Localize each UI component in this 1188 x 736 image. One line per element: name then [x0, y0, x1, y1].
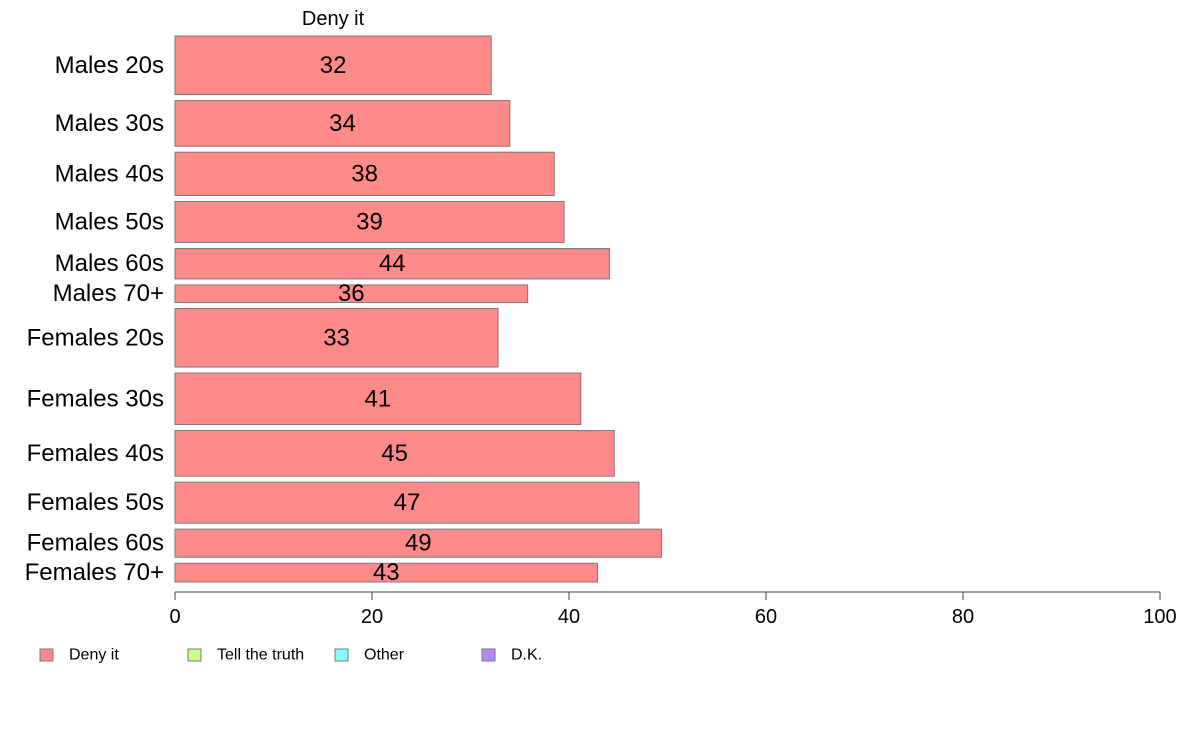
- data-label-males-60s: 44: [379, 250, 406, 277]
- category-label-males-60s: Males 60s: [55, 250, 164, 277]
- category-label-females-50s: Females 50s: [27, 489, 164, 516]
- category-label-males-20s: Males 20s: [55, 52, 164, 79]
- bar-males-40s-deny-it: [174, 151, 555, 197]
- x-tick-label: 0: [169, 606, 180, 628]
- legend-swatch-tell-the-truth: [187, 648, 202, 662]
- legend-label-deny-it: Deny it: [69, 647, 119, 664]
- bar-females-20s-deny-it: [174, 307, 499, 368]
- data-label-females-40s: 45: [381, 440, 408, 467]
- category-label-females-20s: Females 20s: [27, 324, 164, 351]
- x-tick-label: 40: [558, 606, 580, 628]
- category-label-males-40s: Males 40s: [55, 160, 164, 187]
- x-tick-label: 80: [952, 606, 974, 628]
- category-label-females-40s: Females 40s: [27, 440, 164, 467]
- bar-females-30s-deny-it: [174, 372, 582, 426]
- x-axis: 0 20 40 60 80 100: [169, 591, 1177, 628]
- bar-females-40s-deny-it: [174, 430, 615, 477]
- series-header-deny-it: Deny it: [302, 8, 365, 30]
- category-label-females-70plus: Females 70+: [25, 559, 164, 586]
- legend-swatch-other: [334, 648, 349, 662]
- bar-males-70plus-deny-it: [174, 284, 529, 303]
- legend-swatch-d-k: [481, 648, 496, 662]
- bar-males-20s-deny-it: [174, 35, 492, 96]
- category-label-females-30s: Females 30s: [27, 385, 164, 412]
- data-label-females-70plus: 43: [373, 559, 400, 586]
- data-label-males-30s: 34: [329, 110, 356, 137]
- bar-females-50s-deny-it: [174, 481, 640, 524]
- legend-swatch-deny-it: [39, 648, 54, 662]
- bar-females-60s-deny-it: [174, 528, 663, 558]
- category-label-males-70plus: Males 70+: [53, 280, 164, 307]
- data-label-females-20s: 33: [323, 324, 350, 351]
- bar-males-30s-deny-it: [174, 100, 511, 147]
- legend-label-tell-the-truth: Tell the truth: [217, 647, 304, 664]
- bars-group: [174, 35, 663, 583]
- bar-females-70plus-deny-it: [174, 562, 599, 583]
- data-label-males-70plus: 36: [338, 280, 365, 307]
- x-tick-label: 60: [755, 606, 777, 628]
- legend: Deny it Tell the truth Other D.K.: [39, 647, 542, 664]
- legend-label-d-k: D.K.: [511, 647, 542, 664]
- x-tick-label: 100: [1143, 606, 1176, 628]
- category-label-males-30s: Males 30s: [55, 110, 164, 137]
- data-label-males-50s: 39: [356, 209, 383, 236]
- category-label-males-50s: Males 50s: [55, 209, 164, 236]
- data-label-females-50s: 47: [394, 489, 421, 516]
- data-label-males-20s: 32: [320, 52, 347, 79]
- legend-label-other: Other: [364, 647, 405, 664]
- bar-males-60s-deny-it: [174, 247, 610, 280]
- bar-males-50s-deny-it: [174, 201, 565, 243]
- data-label-males-40s: 38: [351, 160, 378, 187]
- data-label-females-30s: 41: [365, 385, 392, 412]
- category-labels: Males 20s Males 30s Males 40s Males 50s Male…: [25, 52, 164, 586]
- x-tick-label: 20: [361, 606, 383, 628]
- data-label-females-60s: 49: [405, 530, 432, 557]
- category-label-females-60s: Females 60s: [27, 530, 164, 557]
